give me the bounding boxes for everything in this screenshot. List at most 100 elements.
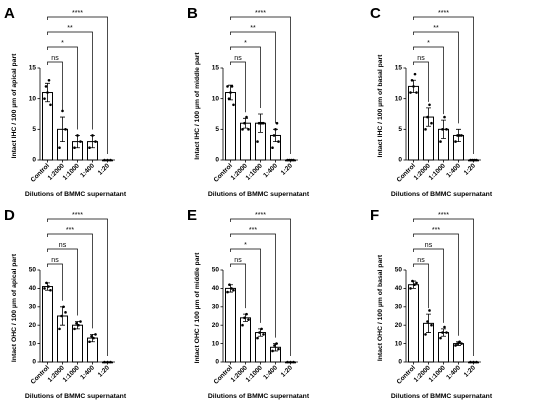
panel: D Intact OHC / 100 µm of apical part Dilut…	[4, 207, 127, 400]
y-axis-label: Intact OHC / 100 µm of apical part	[11, 253, 18, 362]
significance-label: ****	[255, 212, 266, 219]
data-point	[90, 334, 93, 338]
panel-label: C	[370, 5, 381, 22]
x-tick-label: 1:1000	[245, 162, 265, 182]
data-point	[47, 78, 51, 82]
data-point	[49, 288, 52, 292]
data-point	[109, 360, 112, 364]
significance-bracket	[230, 16, 291, 154]
panel: E Intact OHC / 100 µm of middle part Dilut…	[187, 207, 310, 400]
data-point	[288, 158, 291, 162]
significance-label: ****	[72, 10, 83, 17]
data-point	[415, 281, 418, 285]
x-tick-label: Control	[213, 162, 234, 183]
data-point	[289, 360, 292, 364]
data-point	[426, 115, 429, 119]
y-tick-label: 15	[395, 65, 403, 72]
bar	[408, 85, 419, 161]
x-tick-label: 1:1000	[62, 162, 82, 182]
y-tick-label: 0	[215, 359, 219, 366]
y-axis-label: Intact OHC / 100 µm of basal part	[377, 254, 384, 361]
data-point	[412, 85, 415, 88]
x-axis-label: Dilutions of BMMC supernatant	[25, 393, 127, 400]
data-point	[441, 128, 444, 131]
x-tick-label: Control	[213, 364, 234, 385]
y-tick-label: 20	[395, 322, 403, 329]
panel: A Intact IHC / 100 µm of apical part Dilut…	[4, 5, 127, 198]
data-point	[475, 158, 478, 162]
data-point	[460, 134, 463, 137]
data-point	[443, 325, 446, 329]
data-point	[409, 287, 412, 290]
significance-label: ****	[72, 212, 83, 219]
data-point	[58, 146, 61, 150]
data-point	[428, 309, 431, 312]
significance-bracket	[230, 263, 246, 309]
data-point	[241, 128, 244, 131]
data-point	[430, 121, 433, 125]
x-tick-label: 1:20	[463, 364, 477, 378]
data-point	[275, 342, 278, 345]
data-point	[106, 158, 109, 162]
x-tick-label: 1:400	[445, 162, 462, 179]
data-point	[286, 158, 289, 162]
y-tick-label: 10	[212, 340, 220, 347]
y-tick-label: 5	[398, 126, 402, 133]
significance-bracket	[413, 61, 429, 102]
panel: C Intact IHC / 100 µm of basal part Diluti…	[370, 5, 493, 198]
significance-label: *	[244, 242, 247, 249]
x-tick-label: 1:400	[262, 162, 279, 179]
data-point	[286, 360, 289, 364]
significance-label: ***	[249, 227, 257, 234]
significance-bracket	[47, 16, 108, 154]
data-point	[413, 283, 416, 287]
x-tick-label: 1:400	[79, 364, 96, 381]
y-axis-label: Intact OHC / 100 µm of middle part	[194, 252, 201, 364]
significance-bracket	[413, 46, 444, 115]
significance-label: ****	[438, 10, 449, 17]
y-tick-label: 10	[395, 95, 403, 102]
data-point	[426, 320, 429, 323]
data-point	[64, 311, 67, 314]
data-point	[79, 320, 82, 323]
bar	[42, 92, 53, 161]
significance-bracket	[413, 263, 429, 309]
data-point	[262, 121, 265, 125]
significance-bracket	[230, 31, 276, 124]
data-point	[277, 140, 280, 143]
data-point	[245, 115, 248, 119]
significance-label: ns	[51, 257, 59, 264]
data-point	[411, 279, 414, 283]
y-tick-label: 10	[212, 95, 220, 102]
significance-label: **	[250, 25, 256, 32]
data-point	[45, 281, 48, 285]
data-point	[409, 91, 412, 94]
data-point	[247, 318, 250, 321]
data-point	[413, 72, 417, 76]
data-point	[443, 115, 446, 119]
data-point	[227, 97, 231, 100]
data-point	[256, 336, 259, 340]
data-point	[94, 140, 97, 143]
x-tick-label: Control	[30, 364, 51, 385]
significance-bracket	[413, 16, 474, 154]
data-point	[232, 288, 235, 292]
y-tick-label: 10	[395, 340, 403, 347]
data-point	[262, 333, 265, 336]
data-point	[75, 322, 78, 325]
data-point	[243, 316, 246, 320]
data-point	[49, 103, 52, 107]
data-point	[43, 97, 46, 100]
y-tick-label: 5	[215, 126, 219, 133]
data-point	[226, 85, 229, 88]
x-tick-label: Control	[396, 364, 417, 385]
data-point	[445, 128, 448, 131]
y-axis-label: Intact IHC / 100 µm of basal part	[377, 54, 384, 158]
x-tick-label: 1:20	[97, 162, 111, 176]
error-bar	[60, 116, 65, 142]
data-point	[245, 312, 248, 316]
y-tick-label: 30	[29, 304, 37, 311]
data-point	[44, 85, 48, 88]
data-point	[62, 305, 65, 309]
significance-label: ns	[234, 55, 242, 62]
